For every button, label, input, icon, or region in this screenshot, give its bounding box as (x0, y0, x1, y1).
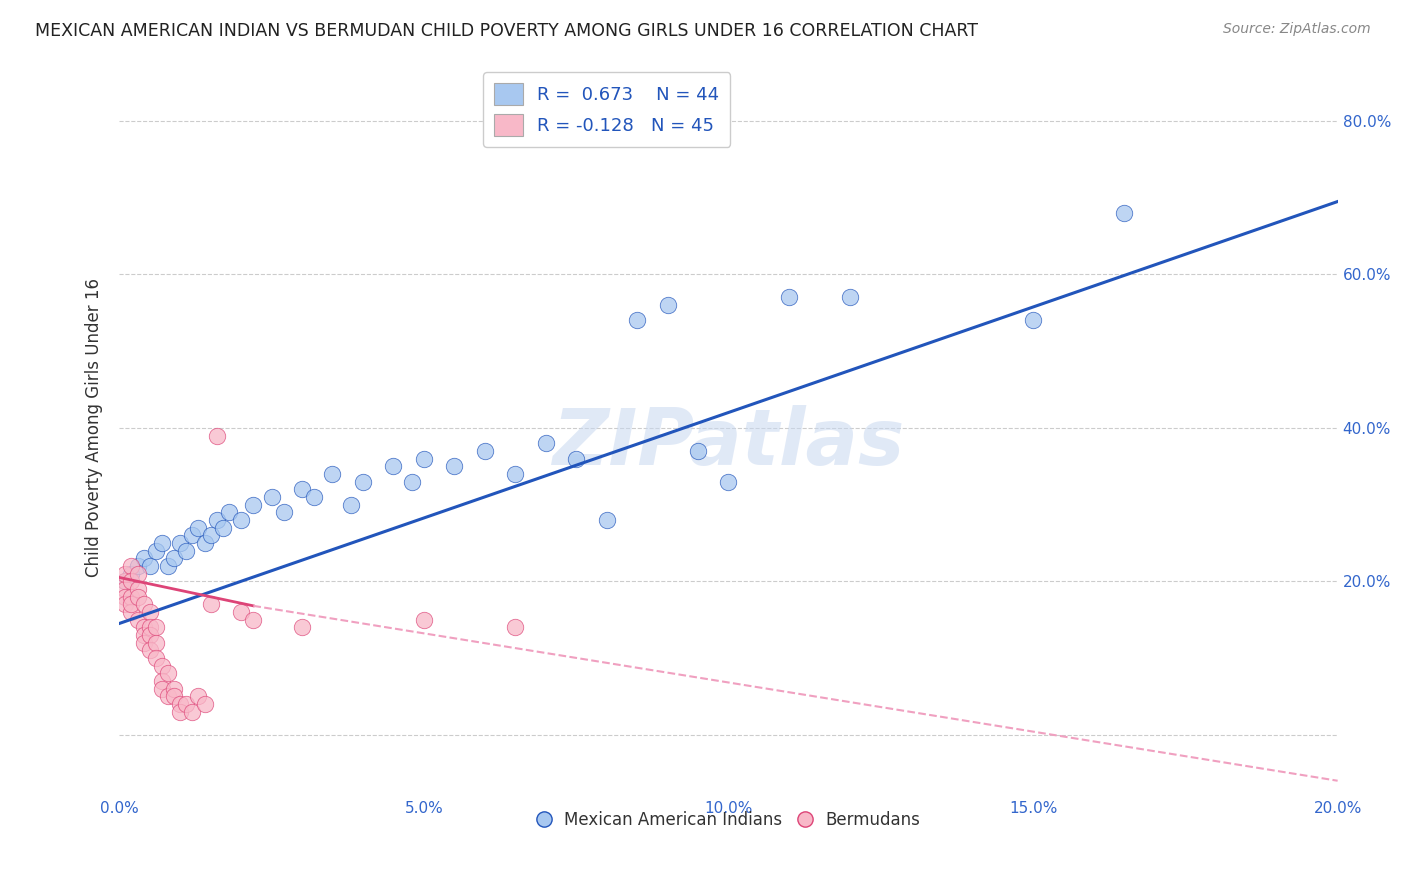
Point (156, 558, 179, 573)
Point (132, 620, 155, 634)
Point (193, 697, 215, 711)
Point (474, 443, 496, 458)
Point (127, 590, 149, 604)
Point (242, 613, 264, 627)
Point (200, 528, 222, 542)
Point (114, 582, 136, 596)
Point (1114, 206, 1136, 220)
Point (150, 658, 173, 673)
Point (229, 513, 252, 527)
Point (302, 490, 325, 504)
Point (132, 628, 155, 642)
Point (181, 528, 204, 542)
Point (145, 635, 167, 649)
Point (717, 475, 740, 489)
Point (120, 605, 142, 619)
Point (382, 459, 405, 474)
Point (156, 666, 179, 681)
Point (273, 505, 295, 519)
Point (120, 597, 142, 611)
Point (839, 290, 862, 304)
Point (138, 643, 160, 657)
Point (138, 628, 160, 642)
Text: ZIPatlas: ZIPatlas (553, 405, 904, 481)
Point (1022, 313, 1045, 327)
Point (127, 613, 149, 627)
Point (401, 475, 423, 489)
Point (114, 574, 136, 589)
Legend: Mexican American Indians, Bermudans: Mexican American Indians, Bermudans (530, 805, 927, 836)
Point (412, 613, 434, 627)
Point (138, 605, 160, 619)
Text: Source: ZipAtlas.com: Source: ZipAtlas.com (1223, 22, 1371, 37)
Point (174, 697, 197, 711)
Point (205, 428, 228, 442)
Point (242, 498, 264, 512)
Point (565, 451, 588, 466)
Point (132, 597, 155, 611)
Point (352, 475, 374, 489)
Point (291, 482, 314, 496)
Point (193, 536, 215, 550)
Point (145, 620, 167, 634)
Point (174, 543, 197, 558)
Point (218, 505, 240, 519)
Point (114, 597, 136, 611)
Point (169, 536, 191, 550)
Point (138, 620, 160, 634)
Point (114, 566, 136, 581)
Point (150, 681, 173, 696)
Point (169, 705, 191, 719)
Point (114, 590, 136, 604)
Point (150, 673, 173, 688)
Point (120, 566, 142, 581)
Point (163, 690, 186, 704)
Point (503, 620, 526, 634)
Point (127, 566, 149, 581)
Point (132, 635, 155, 649)
Point (778, 290, 800, 304)
Point (169, 697, 191, 711)
Point (181, 705, 204, 719)
Point (163, 551, 186, 566)
Point (145, 651, 167, 665)
Text: MEXICAN AMERICAN INDIAN VS BERMUDAN CHILD POVERTY AMONG GIRLS UNDER 16 CORRELATI: MEXICAN AMERICAN INDIAN VS BERMUDAN CHIL… (35, 22, 979, 40)
Point (534, 436, 557, 450)
Point (339, 498, 361, 512)
Point (127, 558, 149, 573)
Point (150, 536, 173, 550)
Point (260, 490, 283, 504)
Point (321, 467, 343, 481)
Point (163, 681, 186, 696)
Point (120, 574, 142, 589)
Point (657, 298, 679, 312)
Point (200, 597, 222, 611)
Point (114, 574, 136, 589)
Point (138, 558, 160, 573)
Point (211, 520, 233, 534)
Point (132, 551, 155, 566)
Point (412, 451, 434, 466)
Point (187, 520, 209, 534)
Point (156, 690, 179, 704)
Point (145, 543, 167, 558)
Point (503, 467, 526, 481)
Point (686, 443, 709, 458)
Point (443, 459, 465, 474)
Point (120, 558, 142, 573)
Point (291, 620, 314, 634)
Point (595, 513, 617, 527)
Point (120, 590, 142, 604)
Point (127, 582, 149, 596)
Point (229, 605, 252, 619)
Point (187, 690, 209, 704)
Point (205, 513, 228, 527)
Y-axis label: Child Poverty Among Girls Under 16: Child Poverty Among Girls Under 16 (86, 278, 103, 577)
Point (626, 313, 648, 327)
